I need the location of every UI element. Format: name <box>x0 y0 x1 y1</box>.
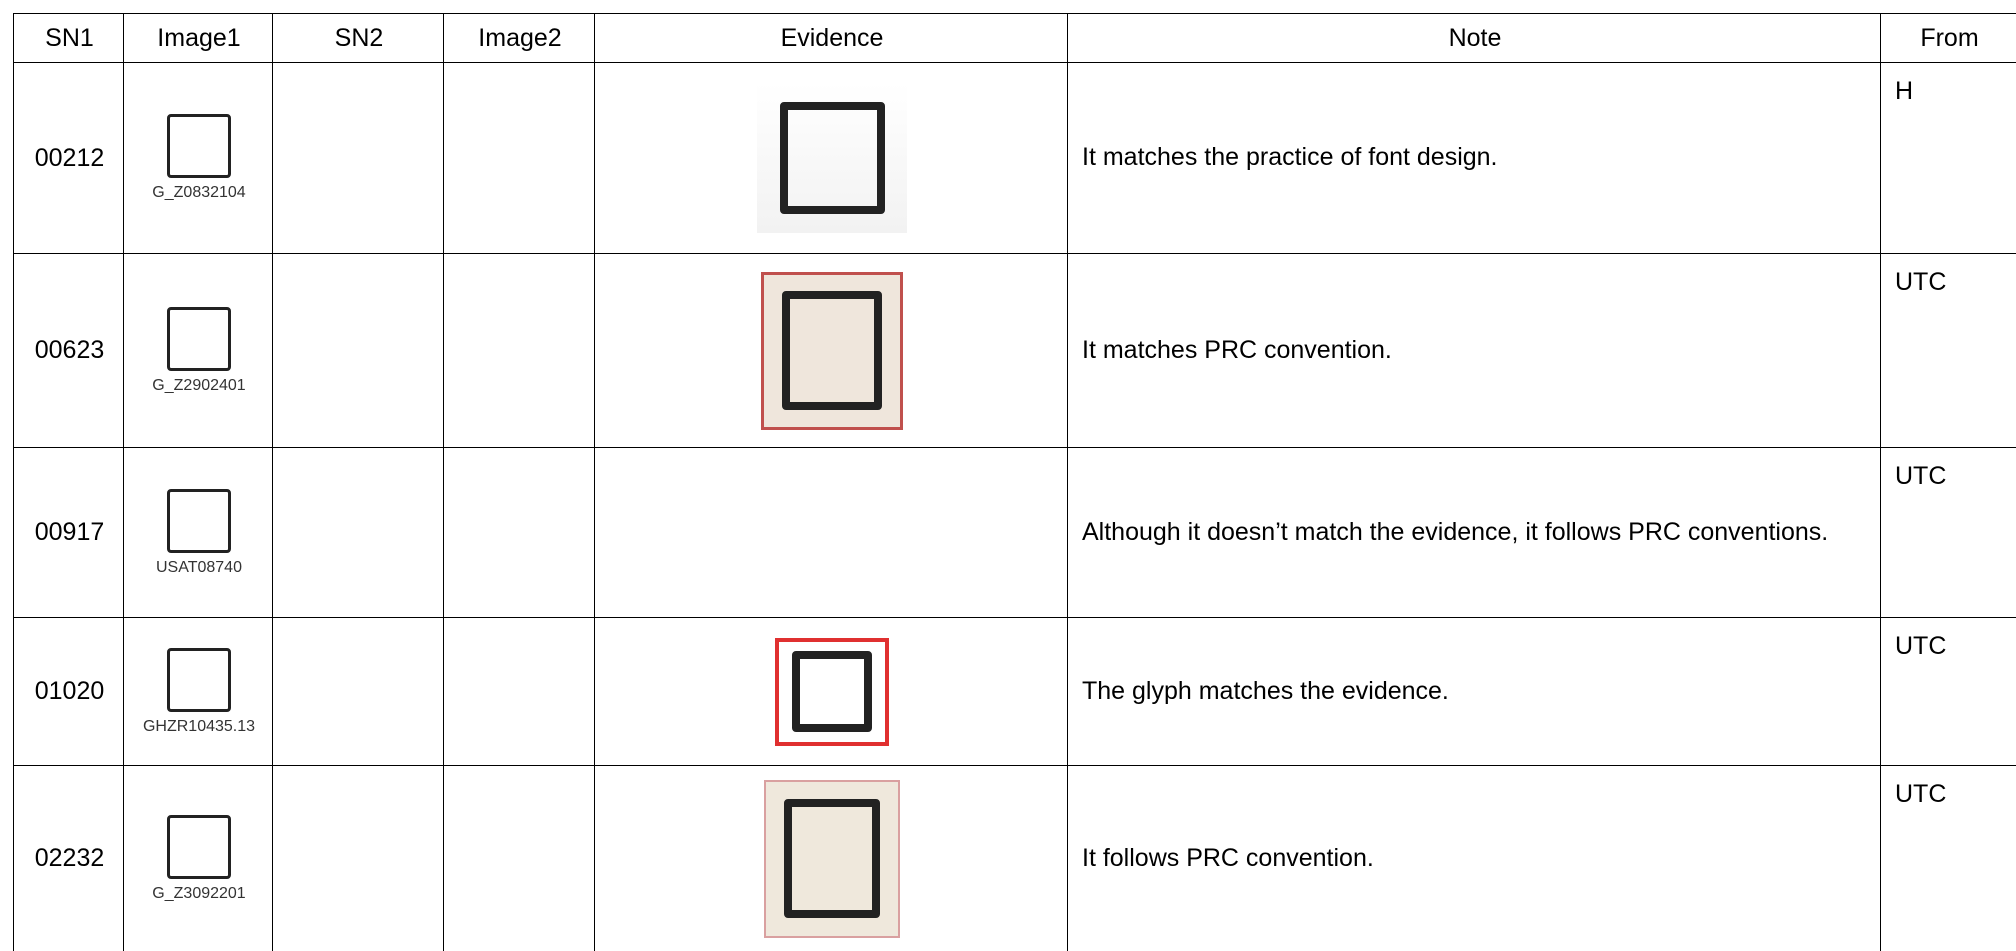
evidence-glyph <box>784 799 880 918</box>
image1: G_Z3092201 <box>123 765 274 951</box>
evidence <box>594 617 1069 765</box>
image1: G_Z0832104 <box>123 62 274 253</box>
evidence <box>594 62 1069 253</box>
sn1: 00917 <box>13 447 125 617</box>
image2 <box>443 447 596 617</box>
sn1: 00623 <box>13 253 125 447</box>
column-header: Image1 <box>123 13 274 62</box>
glyph-code: G_Z3092201 <box>152 884 246 902</box>
from: H <box>1880 62 2016 253</box>
evidence-glyph <box>792 651 872 732</box>
note: It matches the practice of font design. <box>1067 62 1882 253</box>
from: UTC <box>1880 253 2016 447</box>
evidence <box>594 765 1069 951</box>
glyph-code: G_Z0832104 <box>152 184 246 201</box>
evidence-image <box>757 83 907 233</box>
column-header: SN1 <box>13 13 125 62</box>
column-header: Note <box>1067 13 1882 62</box>
from: UTC <box>1880 765 2016 951</box>
glyph-image <box>167 488 231 553</box>
evidence-image <box>764 779 900 938</box>
evidence-glyph <box>779 101 885 215</box>
sn1: 02232 <box>13 765 125 951</box>
image2 <box>443 765 596 951</box>
glyph-code: USAT08740 <box>156 558 242 576</box>
glyph-code: G_Z2902401 <box>152 376 246 394</box>
glyph-image <box>167 814 231 879</box>
image2 <box>443 617 596 765</box>
column-header: SN2 <box>272 13 445 62</box>
from: UTC <box>1880 617 2016 765</box>
sn1: 00212 <box>13 62 125 253</box>
column-header: From <box>1880 13 2016 62</box>
evidence-glyph <box>782 291 882 410</box>
evidence-image <box>761 271 903 430</box>
column-header: Image2 <box>443 13 596 62</box>
sn2 <box>272 62 445 253</box>
glyph-code: GHZR10435.13 <box>142 717 256 735</box>
sn2 <box>272 253 445 447</box>
sn1: 01020 <box>13 617 125 765</box>
note: It matches PRC convention. <box>1067 253 1882 447</box>
note: It follows PRC convention. <box>1067 765 1882 951</box>
glyph-image <box>167 114 231 178</box>
glyph-image <box>167 306 231 371</box>
sn2 <box>272 617 445 765</box>
image2 <box>443 62 596 253</box>
evidence <box>594 253 1069 447</box>
image1: GHZR10435.13 <box>123 617 274 765</box>
evidence-image <box>775 637 889 746</box>
from: UTC <box>1880 447 2016 617</box>
note: Although it doesn’t match the evidence, … <box>1067 447 1882 617</box>
image1: USAT08740 <box>123 447 274 617</box>
sn2 <box>272 765 445 951</box>
image2 <box>443 253 596 447</box>
sn2 <box>272 447 445 617</box>
note: The glyph matches the evidence. <box>1067 617 1882 765</box>
column-header: Evidence <box>594 13 1069 62</box>
image1: G_Z2902401 <box>123 253 274 447</box>
evidence <box>594 447 1069 617</box>
glyph-image <box>167 647 231 712</box>
